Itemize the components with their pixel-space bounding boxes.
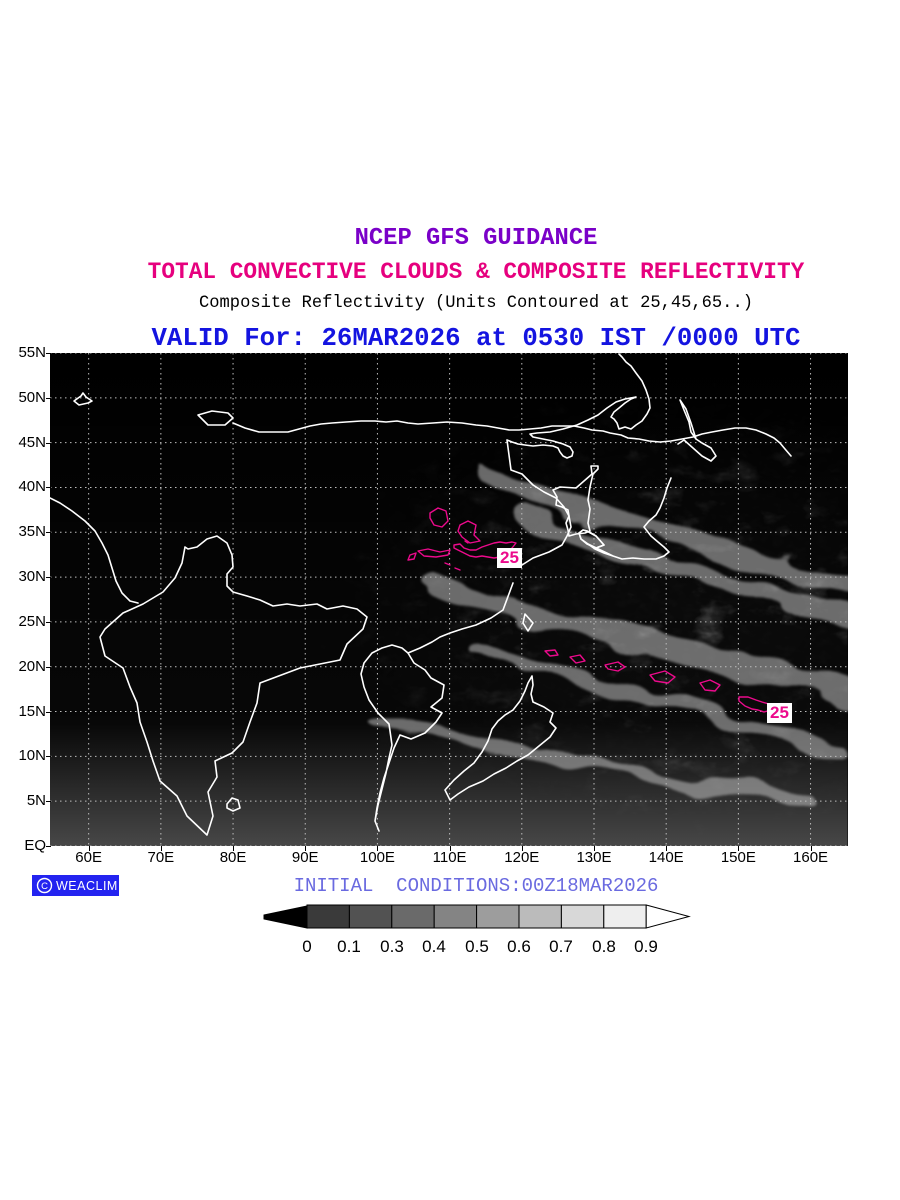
svg-text:0.3: 0.3	[380, 937, 404, 956]
svg-text:0.6: 0.6	[507, 937, 531, 956]
svg-text:0.7: 0.7	[549, 937, 573, 956]
svg-text:0.4: 0.4	[422, 937, 446, 956]
svg-text:0: 0	[302, 937, 311, 956]
svg-text:0.1: 0.1	[337, 937, 361, 956]
svg-text:0.5: 0.5	[465, 937, 489, 956]
svg-text:0.8: 0.8	[592, 937, 616, 956]
svg-text:0.9: 0.9	[634, 937, 658, 956]
